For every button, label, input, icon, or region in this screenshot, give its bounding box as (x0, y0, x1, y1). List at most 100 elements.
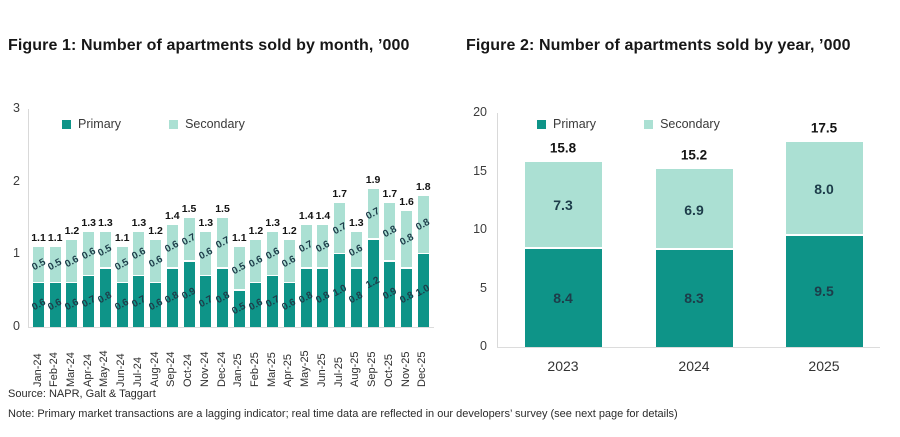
x-axis-tick-label: Mar-25 (265, 352, 278, 387)
bar-value-label-primary: 9.5 (814, 283, 834, 300)
bar-total-label: 1.1 (31, 232, 46, 245)
bar-total-label: 1.3 (265, 217, 281, 230)
bar-segment-secondary (655, 169, 733, 248)
bar-segment-primary (250, 283, 262, 327)
x-axis-tick-label: Apr-25 (282, 353, 295, 387)
bar-value-label-primary: 8.3 (684, 290, 704, 307)
x-axis-line (497, 347, 880, 348)
bar-total-label: 1.1 (231, 232, 247, 245)
x-axis-tick-label: Mar-24 (64, 352, 77, 387)
bar-segment-secondary (83, 232, 95, 275)
bar-total-label: 1.6 (399, 195, 414, 208)
bar-total-label: 1.9 (365, 173, 381, 186)
x-axis-tick-label: May-25 (299, 350, 312, 387)
bar-segment-secondary (183, 217, 195, 261)
primary-swatch-icon (62, 119, 71, 129)
legend-primary-label: Primary (553, 117, 597, 131)
bar-segment-secondary (367, 188, 379, 239)
bar-segment-primary (417, 254, 429, 327)
bar-value-label-secondary: 8.0 (814, 181, 834, 198)
bar-segment-secondary (524, 162, 602, 247)
primary-swatch-icon (537, 119, 546, 129)
figure1-legend: Primary Secondary (62, 117, 293, 131)
bar-segment-primary (350, 268, 362, 327)
bar-total-label: 17.5 (810, 120, 838, 136)
legend-item-secondary: Secondary (169, 117, 245, 131)
bar-segment-secondary (150, 239, 162, 282)
x-axis-tick-label: Oct-24 (182, 353, 195, 387)
bar-total-label: 1.2 (282, 224, 297, 237)
bar-segment-secondary (250, 239, 262, 282)
bar-segment-secondary (785, 142, 863, 234)
bar-segment-primary (66, 283, 78, 327)
x-axis-line (28, 327, 434, 328)
y-axis-tick-label: 1 (13, 246, 20, 261)
bar-segment-primary (217, 268, 229, 327)
bar-segment-primary (401, 268, 413, 327)
bar-total-label: 1.1 (114, 232, 130, 245)
x-axis-tick-label: 2023 (547, 358, 579, 374)
x-axis-tick-label: May-24 (98, 350, 111, 387)
bar-segment-secondary (350, 232, 362, 268)
x-axis-tick-label: Jun-24 (115, 353, 128, 387)
bar-total-label: 1.5 (181, 202, 197, 215)
x-axis-tick-label: Sep-24 (165, 351, 178, 387)
bar-total-label: 1.8 (415, 181, 431, 194)
y-axis-tick-label: 15 (473, 163, 487, 178)
bar-segment-secondary (133, 232, 145, 275)
bar-segment-primary (233, 290, 245, 327)
bar-segment-secondary (267, 232, 279, 275)
footnote: Note: Primary market transactions are a … (8, 408, 678, 420)
bar-total-label: 1.4 (315, 210, 331, 223)
bar-segment-secondary (283, 239, 295, 282)
x-axis-tick-label: Jan-24 (31, 353, 44, 387)
bar-value-label-secondary: 6.9 (684, 201, 704, 218)
source-note: Source: NAPR, Galt & Taggart (8, 388, 156, 400)
legend-primary-label: Primary (78, 117, 122, 131)
y-axis-line (28, 108, 29, 327)
bar-segment-secondary (384, 203, 396, 261)
bar-total-label: 1.2 (148, 224, 163, 237)
bar-total-label: 1.3 (131, 217, 147, 230)
y-axis-tick-label: 2 (13, 173, 20, 188)
bar-total-label: 15.8 (549, 140, 577, 156)
legend-item-secondary: Secondary (644, 117, 720, 131)
x-axis-tick-label: Dec-25 (416, 351, 429, 387)
figure2-legend: Primary Secondary (537, 117, 768, 131)
bar-segment-primary (785, 235, 863, 347)
bar-segment-primary (83, 276, 95, 327)
bar-segment-primary (367, 239, 379, 327)
bar-segment-primary (166, 268, 178, 327)
bar-total-label: 1.3 (198, 217, 214, 230)
bar-total-label: 1.3 (98, 217, 113, 230)
bar-total-label: 1.3 (349, 217, 364, 230)
y-axis-tick-label: 0 (480, 339, 487, 353)
bar-total-label: 1.7 (382, 188, 398, 201)
bar-segment-primary (524, 248, 602, 347)
bar-total-label: 1.2 (64, 224, 80, 237)
bar-segment-primary (150, 283, 162, 327)
y-axis-tick-label: 0 (13, 319, 20, 333)
figure1-title: Figure 1: Number of apartments sold by m… (8, 37, 410, 54)
x-axis-tick-label: Feb-24 (48, 352, 61, 387)
bar-segment-secondary (166, 225, 178, 268)
legend-secondary-label: Secondary (660, 117, 720, 131)
y-axis-line (497, 113, 498, 347)
bar-segment-secondary (300, 225, 312, 268)
bar-segment-primary (267, 276, 279, 327)
x-axis-tick-label: Aug-24 (148, 351, 161, 387)
bar-segment-secondary (233, 247, 245, 290)
bar-segment-secondary (334, 203, 346, 253)
figure2-title: Figure 2: Number of apartments sold by y… (466, 37, 851, 54)
bar-segment-secondary (33, 247, 44, 282)
bar-segment-secondary (116, 247, 128, 282)
y-axis-tick-label: 5 (480, 280, 487, 295)
y-axis-tick-label: 10 (473, 222, 487, 236)
bar-segment-primary (300, 268, 312, 327)
x-axis-tick-label: 2025 (808, 358, 840, 374)
legend-item-primary: Primary (62, 117, 121, 131)
bar-total-label: 1.7 (332, 188, 347, 201)
bar-segment-primary (200, 276, 212, 327)
x-axis-tick-label: Jul-25 (332, 357, 345, 387)
